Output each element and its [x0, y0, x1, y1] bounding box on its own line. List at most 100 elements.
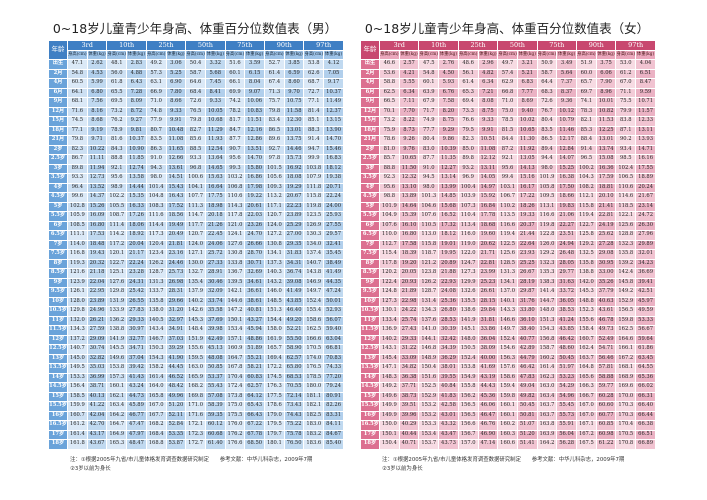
data-row: 2月 53.6 4.21 54.8 4.50 56.1 4.82 57.4 5.21 58.7 5.… — [360, 68, 656, 79]
height-cell: 148.3 — [379, 372, 400, 383]
weight-cell: 37.69 — [204, 315, 226, 326]
weight-cell: 25.62 — [595, 230, 617, 241]
height-cell: 94.3 — [145, 163, 167, 174]
data-row: 12月 71.6 8.16 73.2 8.72 74.8 9.33 76.5 10.05 78.2… — [48, 106, 344, 117]
weight-cell: 13.90 — [323, 125, 344, 136]
weight-cell: 16.92 — [283, 163, 305, 174]
weight-cell: 49.20 — [283, 315, 305, 326]
height-cell: 92.1 — [106, 163, 128, 174]
data-row: 16.5岁 150.0 40.29 153.3 43.32 156.6 46.76 160.2… — [360, 420, 656, 431]
height-cell: 91.4 — [303, 135, 325, 146]
weight-cell: 29.84 — [477, 306, 499, 317]
weight-cell: 9.81 — [126, 125, 147, 136]
age-cell: 6.5岁 — [360, 230, 380, 241]
weight-cell: 25.42 — [126, 287, 147, 298]
data-row: 21月 79.8 9.71 81.6 10.37 83.5 11.08 85.6 11.93 87… — [48, 135, 344, 146]
height-header: 身高(cm) — [264, 50, 285, 60]
weight-cell: 40.63 — [595, 296, 617, 307]
weight-cell: 32.97 — [165, 315, 187, 326]
age-cell: 16.5岁 — [360, 420, 380, 431]
weight-cell: 15.16 — [516, 173, 538, 184]
data-row: 18岁 161.8 43.67 165.3 48.47 168.8 53.87 172.7 61… — [48, 439, 344, 450]
age-cell: 2岁 — [360, 144, 380, 155]
weight-cell: 51.97 — [556, 363, 578, 374]
height-cell: 100.2 — [576, 163, 597, 174]
weight-cell: 6.34 — [477, 78, 499, 89]
height-cell: 156.3 — [497, 353, 518, 364]
height-cell: 117.7 — [185, 220, 206, 231]
weight-cell: 9.36 — [556, 97, 578, 108]
height-cell: 160.3 — [497, 429, 518, 440]
data-row: 15月 74.5 8.68 76.2 9.27 77.9 9.91 79.8 10.68 81.7… — [48, 116, 344, 127]
height-cell: 174.0 — [303, 353, 325, 364]
height-cell: 111.3 — [185, 201, 206, 212]
data-row: 16.5岁 161.2 42.70 164.7 47.47 168.2 52.84 172.1… — [48, 420, 344, 431]
weight-cell: 22.24 — [323, 192, 344, 203]
height-cell: 65.3 — [457, 87, 479, 98]
height-cell: 110.2 — [497, 201, 518, 212]
height-cell: 155.4 — [303, 306, 325, 317]
height-cell: 127.3 — [379, 296, 400, 307]
height-cell: 83.0 — [418, 144, 440, 155]
data-row: 18月 77.1 9.19 78.9 9.81 80.7 10.48 82.7 11.29 84.… — [48, 125, 344, 136]
height-cell: 82.7 — [185, 125, 206, 136]
height-cell: 116.6 — [497, 220, 518, 231]
weight-cell: 61.86 — [635, 344, 656, 355]
height-cell: 144.7 — [536, 296, 558, 307]
weight-cell: 15.08 — [595, 154, 617, 165]
data-row: 2岁 81.0 9.76 83.0 10.39 85.0 11.08 87.2 11.92 89.… — [360, 144, 656, 155]
height-cell: 111.4 — [106, 220, 128, 231]
data-row: 4.5岁 99.6 14.37 102.2 15.35 104.8 16.43 107.7 17… — [48, 192, 344, 203]
weight-cell: 22.45 — [204, 230, 226, 241]
weight-cell: 11.08 — [165, 135, 187, 146]
age-cell: 6岁 — [360, 220, 380, 231]
weight-cell: 34.71 — [126, 344, 147, 355]
weight-cell: 17.78 — [477, 211, 499, 222]
height-cell: 141.9 — [106, 334, 128, 345]
height-cell: 157.1 — [224, 334, 246, 345]
data-row: 15岁 158.5 40.13 162.1 44.73 165.8 49.96 169.8 57… — [48, 391, 344, 402]
height-cell: 159.4 — [497, 382, 518, 393]
weight-cell: 16.80 — [86, 220, 108, 231]
weight-cell: 19.49 — [165, 220, 187, 231]
height-cell: 139.2 — [615, 258, 637, 269]
height-cell: 63.1 — [145, 78, 167, 89]
weight-cell: 27.55 — [323, 220, 344, 231]
height-cell: 182.1 — [303, 401, 325, 412]
weight-cell: 36.99 — [86, 372, 108, 383]
height-cell: 67.4 — [264, 78, 285, 89]
weight-cell: 3.06 — [165, 59, 187, 70]
weight-cell: 31.22 — [398, 344, 420, 355]
height-cell: 143.3 — [497, 306, 518, 317]
weight-cell: 46.42 — [516, 363, 538, 374]
weight-cell: 47.97 — [126, 429, 147, 440]
weight-cell: 2.57 — [398, 59, 420, 70]
height-cell: 50.4 — [185, 59, 206, 70]
height-cell: 133.9 — [106, 306, 128, 317]
weight-cell: 50.85 — [204, 363, 226, 374]
height-cell: 161.9 — [264, 334, 285, 345]
data-row: 11岁 133.4 25.74 137.6 28.53 141.9 31.81 146.6 36… — [360, 315, 656, 326]
height-cell: 164.8 — [576, 363, 597, 374]
age-cell: 6月 — [48, 87, 68, 98]
height-cell: 143.4 — [145, 325, 167, 336]
weight-cell: 49.96 — [165, 391, 187, 402]
weight-cell: 2.83 — [126, 59, 147, 70]
weight-cell: 24.94 — [556, 239, 578, 250]
data-row: 2岁 82.3 10.22 84.3 10.90 86.3 11.65 88.5 12.54 90… — [48, 144, 344, 155]
weight-cell: 11.93 — [204, 135, 226, 146]
height-cell: 156.4 — [67, 382, 88, 393]
age-cell: 18岁 — [48, 439, 68, 450]
height-cell: 76.7 — [536, 106, 558, 117]
height-cell: 138.3 — [536, 277, 558, 288]
data-row: 9月 66.5 7.11 67.9 7.58 69.4 8.08 71.0 8.69 72.6 9.… — [360, 97, 656, 108]
weight-cell: 46.40 — [283, 306, 305, 317]
height-cell: 81.6 — [106, 135, 128, 146]
weight-cell: 22.81 — [595, 211, 617, 222]
height-cell: 153.3 — [67, 372, 88, 383]
data-row: 13.5岁 149.5 35.03 153.8 39.42 158.2 44.45 163.0… — [48, 363, 344, 374]
weight-cell: 32.77 — [126, 334, 147, 345]
weight-cell: 66.31 — [635, 391, 656, 402]
height-cell: 93.3 — [67, 173, 88, 184]
height-cell: 106.5 — [615, 173, 637, 184]
